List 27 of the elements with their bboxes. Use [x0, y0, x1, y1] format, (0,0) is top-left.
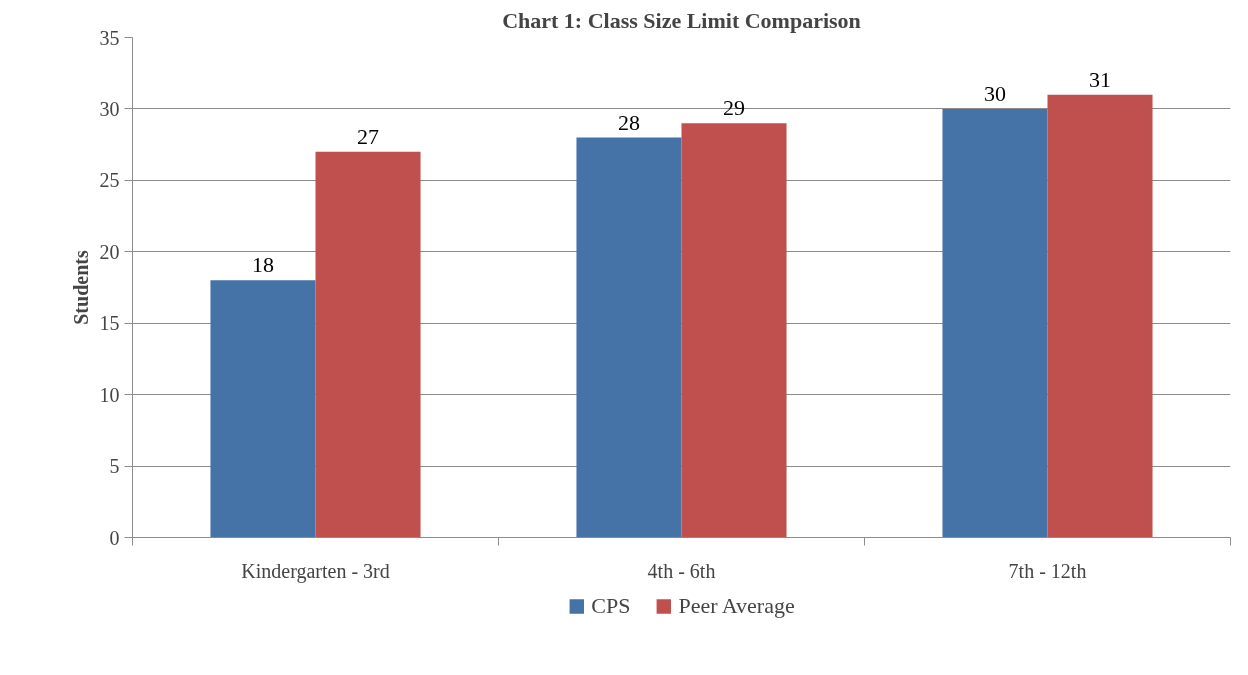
y-tick-label: 5	[109, 455, 120, 478]
x-tick-label: 7th - 12th	[1008, 559, 1087, 582]
x-tick-label: 4th - 6th	[647, 559, 716, 582]
y-tick-label: 25	[99, 169, 120, 192]
y-tick-label: 30	[99, 97, 120, 120]
chart-title: Chart 1: Class Size Limit Comparison	[502, 7, 861, 33]
data-label: 27	[357, 123, 380, 149]
bar	[576, 137, 682, 538]
x-tick-label: Kindergarten - 3rd	[241, 559, 390, 583]
y-tick-label: 35	[99, 26, 120, 49]
y-tick-label: 20	[99, 240, 120, 263]
y-tick-label: 0	[109, 526, 120, 549]
legend-label: Peer Average	[678, 593, 795, 619]
data-label: 29	[723, 95, 746, 121]
data-label: 18	[251, 252, 274, 278]
y-axis-title: Students	[69, 250, 92, 325]
legend-label: CPS	[591, 593, 631, 619]
y-tick-label: 15	[99, 312, 120, 335]
bar	[315, 151, 421, 538]
bar	[942, 108, 1048, 538]
data-label: 30	[983, 80, 1006, 106]
bar	[210, 280, 316, 538]
y-tick-label: 10	[99, 383, 120, 406]
data-label: 28	[617, 109, 640, 135]
data-label: 31	[1089, 66, 1112, 92]
bar	[1047, 94, 1153, 538]
bar	[681, 123, 787, 538]
